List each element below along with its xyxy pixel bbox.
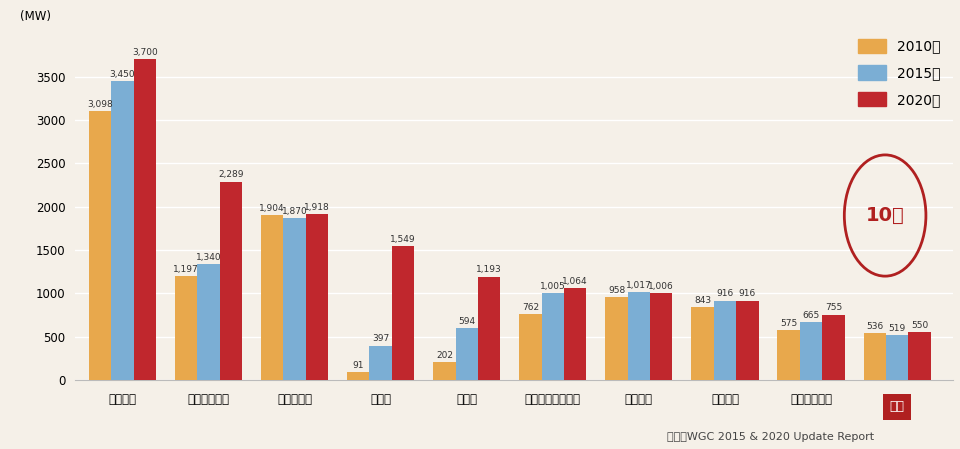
- Bar: [519, 314, 541, 380]
- Bar: [778, 330, 800, 380]
- Bar: [175, 276, 198, 380]
- Bar: [89, 111, 111, 380]
- Text: 3,098: 3,098: [87, 100, 113, 109]
- Text: 1,193: 1,193: [476, 265, 502, 274]
- Bar: [606, 297, 628, 380]
- Bar: [306, 214, 328, 380]
- Text: 397: 397: [372, 335, 390, 343]
- Bar: [111, 81, 133, 380]
- Bar: [800, 322, 822, 380]
- Text: 1,005: 1,005: [540, 282, 565, 291]
- Text: 10位: 10位: [866, 206, 904, 225]
- Text: 1,340: 1,340: [196, 253, 222, 262]
- Text: 2,289: 2,289: [218, 171, 244, 180]
- Text: 1,904: 1,904: [259, 204, 285, 213]
- Text: 916: 916: [716, 290, 733, 299]
- Bar: [392, 246, 415, 380]
- Bar: [133, 59, 156, 380]
- Bar: [886, 335, 908, 380]
- Bar: [714, 300, 736, 380]
- Text: 575: 575: [780, 319, 798, 328]
- Text: 1,549: 1,549: [391, 234, 416, 243]
- Y-axis label: (MW): (MW): [20, 10, 51, 23]
- Text: 958: 958: [608, 286, 625, 295]
- Text: 916: 916: [738, 290, 756, 299]
- Text: 550: 550: [911, 321, 928, 330]
- Bar: [736, 300, 758, 380]
- Bar: [822, 314, 845, 380]
- Text: 1,006: 1,006: [648, 282, 674, 291]
- Bar: [908, 332, 930, 380]
- Text: 日本: 日本: [890, 401, 904, 414]
- Bar: [456, 329, 478, 380]
- Text: 1,197: 1,197: [174, 265, 199, 274]
- Text: 出典：WGC 2015 & 2020 Update Report: 出典：WGC 2015 & 2020 Update Report: [667, 432, 875, 442]
- Bar: [283, 218, 306, 380]
- Text: 3,450: 3,450: [109, 70, 135, 79]
- Bar: [650, 293, 672, 380]
- Text: 843: 843: [694, 296, 711, 305]
- Bar: [198, 264, 220, 380]
- Bar: [864, 334, 886, 380]
- Bar: [261, 215, 283, 380]
- Bar: [348, 372, 370, 380]
- Text: 755: 755: [825, 304, 842, 313]
- Text: 536: 536: [866, 322, 883, 331]
- Bar: [628, 292, 650, 380]
- Text: 519: 519: [889, 324, 905, 333]
- Bar: [433, 362, 456, 380]
- Text: 594: 594: [458, 317, 475, 326]
- Text: 202: 202: [436, 351, 453, 360]
- Bar: [564, 288, 587, 380]
- Bar: [478, 277, 500, 380]
- Text: 91: 91: [352, 361, 364, 370]
- Bar: [691, 307, 714, 380]
- Bar: [220, 181, 242, 380]
- Legend: 2010年, 2015年, 2020年: 2010年, 2015年, 2020年: [852, 33, 947, 112]
- Text: 3,700: 3,700: [132, 48, 157, 57]
- Text: 1,870: 1,870: [281, 207, 307, 216]
- Text: 762: 762: [522, 303, 539, 312]
- Text: 665: 665: [803, 311, 820, 320]
- Text: 1,064: 1,064: [563, 277, 588, 286]
- Bar: [370, 346, 392, 380]
- Text: 1,918: 1,918: [304, 202, 330, 211]
- Text: 1,017: 1,017: [626, 281, 652, 290]
- Bar: [541, 293, 564, 380]
